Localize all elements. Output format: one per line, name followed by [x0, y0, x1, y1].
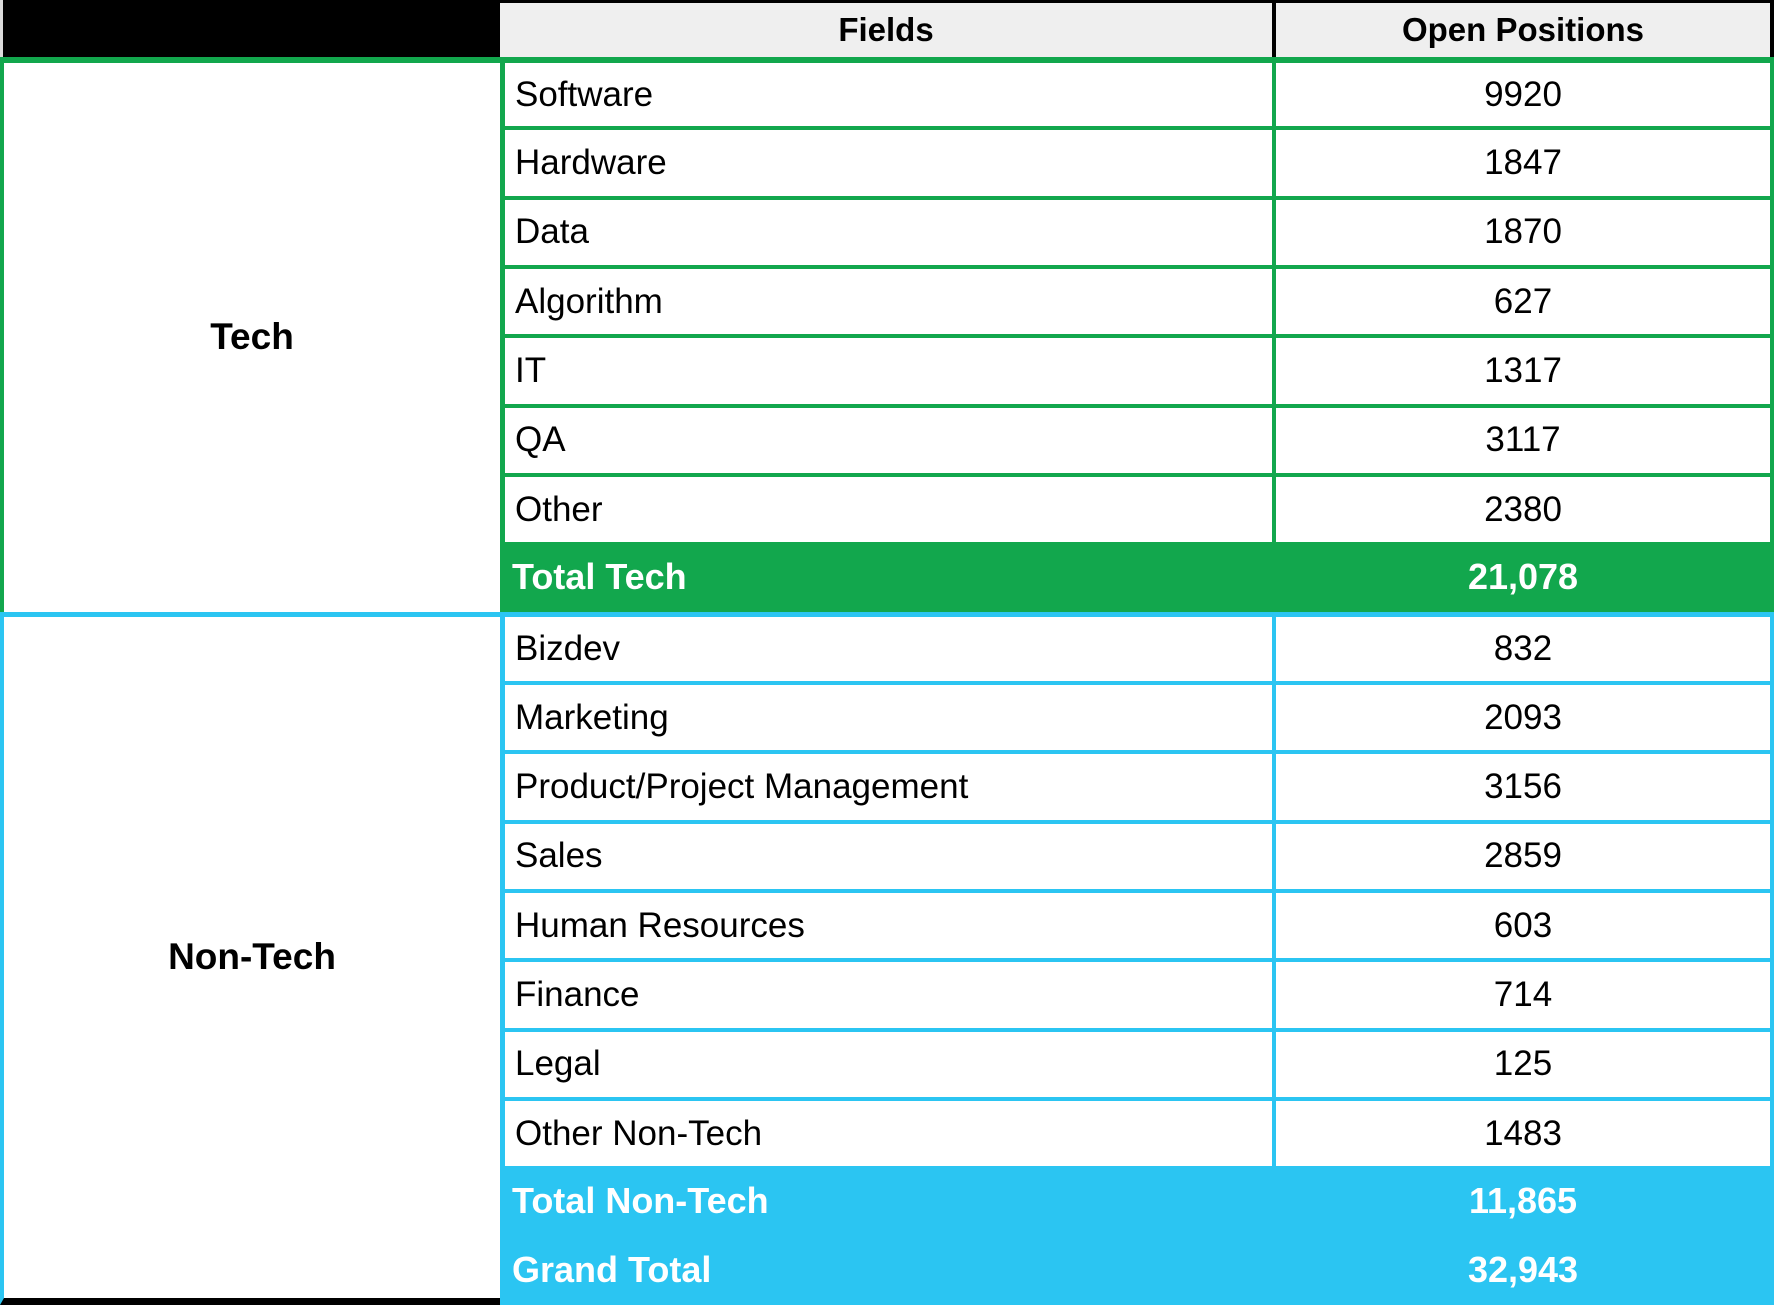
- field-cell: IT: [500, 334, 1272, 404]
- total-value: 11,865: [1468, 1179, 1578, 1221]
- field-cell: Data: [500, 195, 1272, 265]
- value-cell: 3156: [1272, 750, 1774, 820]
- value-cell: 1317: [1272, 334, 1774, 404]
- value-cell: 627: [1272, 264, 1774, 335]
- total-label: Total Tech: [512, 555, 687, 597]
- field-cell: QA: [500, 403, 1272, 473]
- corner-cell: [0, 0, 500, 57]
- field-cell: Legal: [500, 1027, 1272, 1097]
- total-label: Grand Total: [512, 1249, 712, 1291]
- value-cell: 125: [1272, 1027, 1774, 1097]
- column-header-fields: Fields: [500, 0, 1272, 57]
- field-cell: Sales: [500, 819, 1272, 889]
- value-cell: 3117: [1272, 403, 1774, 473]
- group-cell: Non-Tech: [0, 611, 500, 1305]
- total-row: Total Non-Tech 11,865: [500, 1166, 1774, 1236]
- group-cell: Tech: [0, 57, 500, 612]
- total-row: Grand Total 32,943: [500, 1235, 1774, 1305]
- value-cell: 9920: [1272, 57, 1774, 127]
- column-header-open-positions: Open Positions: [1272, 0, 1774, 57]
- value-cell: 603: [1272, 888, 1774, 959]
- value-cell: 2093: [1272, 680, 1774, 751]
- field-cell: Marketing: [500, 680, 1272, 751]
- field-cell: Product/Project Management: [500, 750, 1272, 820]
- value-cell: 2380: [1272, 472, 1774, 543]
- total-row: Total Tech 21,078: [500, 542, 1774, 612]
- field-cell: Other: [500, 472, 1272, 543]
- field-cell: Human Resources: [500, 888, 1272, 959]
- value-cell: 2859: [1272, 819, 1774, 889]
- field-cell: Hardware: [500, 126, 1272, 196]
- field-cell: Algorithm: [500, 264, 1272, 335]
- total-value: 21,078: [1467, 555, 1579, 597]
- value-cell: 1847: [1272, 126, 1774, 196]
- value-cell: 1870: [1272, 195, 1774, 265]
- value-cell: 1483: [1272, 1096, 1774, 1167]
- total-value: 32,943: [1467, 1249, 1579, 1291]
- field-cell: Software: [500, 57, 1272, 127]
- value-cell: 714: [1272, 958, 1774, 1028]
- field-cell: Bizdev: [500, 611, 1272, 681]
- field-cell: Finance: [500, 958, 1272, 1028]
- total-label: Total Non-Tech: [512, 1179, 769, 1221]
- value-cell: 832: [1272, 611, 1774, 681]
- field-cell: Other Non-Tech: [500, 1096, 1272, 1167]
